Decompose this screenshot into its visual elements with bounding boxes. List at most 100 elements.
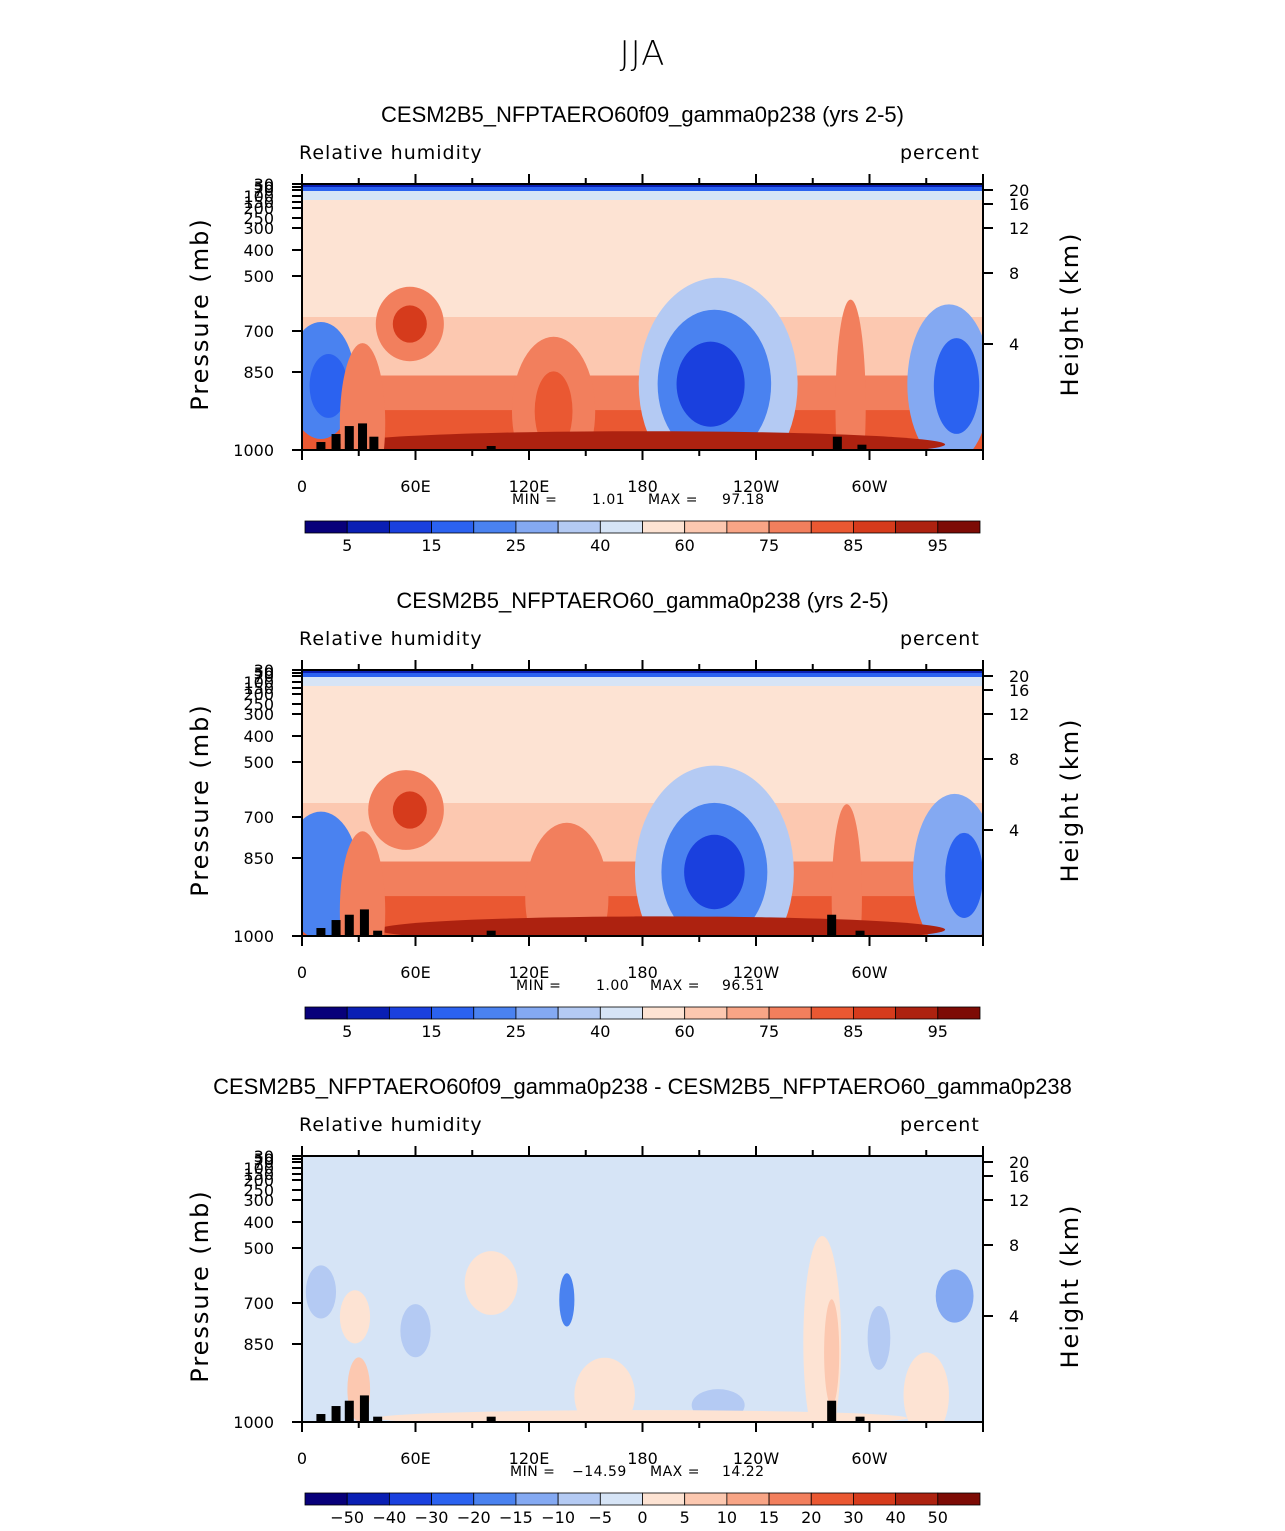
colorbar-label: 10 <box>717 1508 737 1527</box>
field-strat-band-3 <box>302 184 983 187</box>
topography-bar <box>344 1400 354 1422</box>
colorbar-swatch <box>346 1492 390 1506</box>
y-tick-right-label: 20 <box>1009 181 1029 200</box>
panel-2-title: CESM2B5_NFPTAERO60_gamma0p238 (yrs 2-5) <box>396 588 889 613</box>
field-blob <box>339 343 386 450</box>
y-tick-right-label: 4 <box>1009 335 1019 354</box>
y-tick-label: 100 <box>243 187 274 206</box>
field-blob <box>400 1304 431 1358</box>
topography-bar <box>369 436 379 450</box>
colorbar-label: −40 <box>372 1508 406 1527</box>
field-blob <box>574 1357 635 1422</box>
field-surface-band <box>302 896 983 936</box>
topography-bar <box>827 1400 837 1422</box>
topography-bar <box>486 930 496 936</box>
colorbar-swatch <box>431 1492 475 1506</box>
colorbar-label: 5 <box>342 536 352 555</box>
y-tick-right-label: 20 <box>1009 667 1029 686</box>
colorbar-swatch <box>768 1492 812 1506</box>
colorbar-label: 95 <box>928 536 948 555</box>
colorbar-swatch <box>304 1492 348 1506</box>
panel-1-field <box>302 184 983 450</box>
field-blob <box>339 1290 371 1344</box>
y-tick-right-label: 4 <box>1009 1307 1019 1326</box>
colorbar-swatch <box>768 520 812 534</box>
field-blob <box>638 277 798 450</box>
panel-2-max-label: MAX = <box>650 978 700 994</box>
colorbar-label: 60 <box>675 1022 695 1041</box>
panel-1-min-value: 1.01 <box>592 492 626 508</box>
field-lower-band <box>302 803 983 936</box>
colorbar-swatch <box>853 520 897 534</box>
colorbar-label: 20 <box>801 1508 821 1527</box>
colorbar-label: 25 <box>506 1022 526 1041</box>
colorbar-label: 15 <box>421 536 441 555</box>
colorbar-label: 40 <box>885 1508 905 1527</box>
panel-1-title: CESM2B5_NFPTAERO60f09_gamma0p238 (yrs 2-… <box>381 102 904 127</box>
field-blob <box>309 354 348 418</box>
field-blob <box>525 822 609 936</box>
topography-bar <box>486 1416 496 1422</box>
panel-2-right-label: percent <box>900 628 980 650</box>
colorbar-swatch <box>473 1492 517 1506</box>
field-strat-band-2 <box>302 187 983 191</box>
y-tick-label: 150 <box>243 679 274 698</box>
panel-2-ylabel: Pressure (mb) <box>186 703 214 897</box>
colorbar-label: 95 <box>928 1022 948 1041</box>
y-tick-label: 400 <box>243 727 274 746</box>
y-tick-label: 700 <box>243 322 274 341</box>
field-blob <box>867 1305 891 1370</box>
main-title: JJA <box>619 34 666 74</box>
field-blob <box>339 831 386 936</box>
field-boundary-band <box>302 375 983 450</box>
colorbar-label: 15 <box>759 1508 779 1527</box>
panel-3-ylabel-right: Height (km) <box>1056 1203 1084 1369</box>
colorbar-swatch <box>768 1006 812 1020</box>
y-tick-label: 150 <box>243 1165 274 1184</box>
topography-bar <box>855 1416 865 1422</box>
colorbar-swatch <box>599 1492 643 1506</box>
colorbar-label: 15 <box>421 1022 441 1041</box>
colorbar-label: 75 <box>759 536 779 555</box>
panel-1-left-label: Relative humidity <box>299 142 483 164</box>
colorbar-swatch <box>810 1006 854 1020</box>
y-tick-label: 400 <box>243 241 274 260</box>
y-tick-label: 250 <box>243 209 274 228</box>
x-tick-label: 60E <box>400 963 430 982</box>
field-blob <box>831 804 862 936</box>
colorbar-swatch <box>557 1492 601 1506</box>
field-background <box>302 1156 983 1422</box>
colorbar-swatch <box>346 520 390 534</box>
field-blob <box>377 1410 908 1422</box>
colorbar-label: −15 <box>499 1508 533 1527</box>
colorbar-swatch <box>684 1006 728 1020</box>
panel-3-max-label: MAX = <box>650 1464 700 1480</box>
colorbar-label: −20 <box>457 1508 491 1527</box>
colorbar-swatch <box>431 520 475 534</box>
y-tick-label: 200 <box>243 685 274 704</box>
y-tick-label: 300 <box>243 705 274 724</box>
panel-2-max-value: 96.51 <box>722 978 765 994</box>
field-blob <box>803 1235 842 1422</box>
colorbar-label: −50 <box>330 1508 364 1527</box>
field-blob <box>347 1357 371 1422</box>
x-tick-label: 60W <box>851 1449 887 1468</box>
colorbar-swatch <box>642 1006 686 1020</box>
topography-bar <box>331 1406 341 1422</box>
colorbar-label: 75 <box>759 1022 779 1041</box>
colorbar-label: 5 <box>342 1022 352 1041</box>
x-tick-label: 0 <box>297 477 307 496</box>
panel-1-ylabel-right: Height (km) <box>1056 231 1084 397</box>
x-tick-label: 0 <box>297 963 307 982</box>
y-tick-label: 250 <box>243 1181 274 1200</box>
y-tick-right-label: 20 <box>1009 1153 1029 1172</box>
panel-1-min-label: MIN = <box>512 492 558 508</box>
colorbar-swatch <box>810 520 854 534</box>
y-tick-right-label: 12 <box>1009 705 1029 724</box>
colorbar-label: 85 <box>843 1022 863 1041</box>
panel-3-min-value: −14.59 <box>572 1464 627 1480</box>
colorbar-label: −30 <box>415 1508 449 1527</box>
panel-1-right-label: percent <box>900 142 980 164</box>
colorbar-swatch <box>346 1006 390 1020</box>
y-tick-right-label: 16 <box>1009 681 1029 700</box>
